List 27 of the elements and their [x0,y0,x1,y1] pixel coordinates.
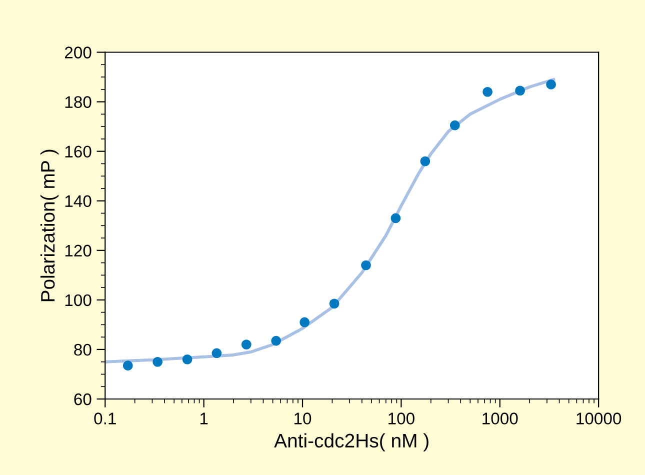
point [152,356,162,367]
point [450,120,460,130]
y-tick-label: 100 [65,294,92,306]
y-tick-label: 120 [65,244,92,257]
x-tick-label: 10000 [576,412,622,424]
point [122,360,133,370]
point [212,348,222,358]
point [182,354,192,364]
y-tick-label: 80 [74,344,92,356]
point [361,260,371,270]
y-tick-label: 60 [74,393,92,406]
y-tick-label: 180 [65,96,92,108]
x-tick-label: 10 [294,412,312,424]
x-axis-title: Anti-cdc2Hs( nM ) [274,433,428,452]
x-tick-label: 1 [200,412,208,424]
point [420,156,430,166]
y-tick-label: 140 [65,195,92,208]
x-tick-label: 0.1 [94,412,116,424]
point [300,317,310,328]
y-tick-label: 200 [64,46,92,58]
x-tick-label: 100 [388,412,414,424]
x-tick-label: 1000 [482,412,518,424]
point [241,340,252,350]
y-tick-label: 160 [65,146,92,158]
point [271,336,282,346]
y-axis-title: Polarization( mP ) [40,150,59,302]
point [390,213,401,224]
